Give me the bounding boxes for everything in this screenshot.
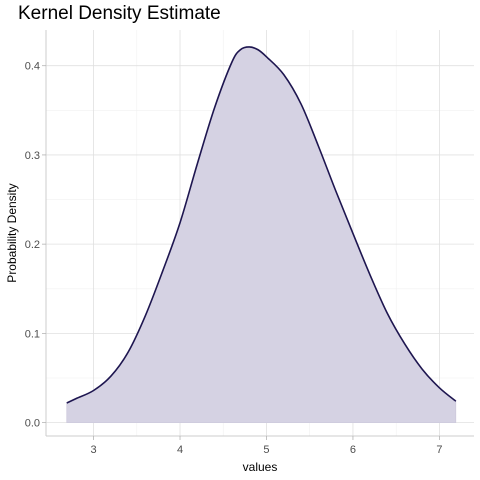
y-tick-label: 0.0 — [25, 418, 40, 430]
density-line — [66, 46, 457, 404]
y-tick-label: 0.3 — [25, 150, 40, 162]
x-tick-label: 4 — [177, 444, 183, 456]
y-tick-label: 0.2 — [25, 239, 40, 251]
y-axis-title: Probability Density — [5, 183, 19, 282]
y-tick-label: 0.1 — [25, 328, 40, 340]
tick-labels: 3 4 5 6 7 0.0 0.1 0.2 0.3 0.4 — [25, 61, 443, 456]
y-tick-label: 0.4 — [25, 61, 40, 73]
density-fill — [66, 46, 457, 423]
x-tick-label: 5 — [263, 444, 269, 456]
chart-title: Kernel Density Estimate — [18, 3, 221, 24]
x-tick-label: 7 — [436, 444, 442, 456]
x-tick-label: 3 — [90, 444, 96, 456]
axes — [42, 30, 474, 440]
x-axis-title: values — [243, 460, 278, 474]
density-area — [66, 46, 457, 423]
x-tick-label: 6 — [350, 444, 356, 456]
